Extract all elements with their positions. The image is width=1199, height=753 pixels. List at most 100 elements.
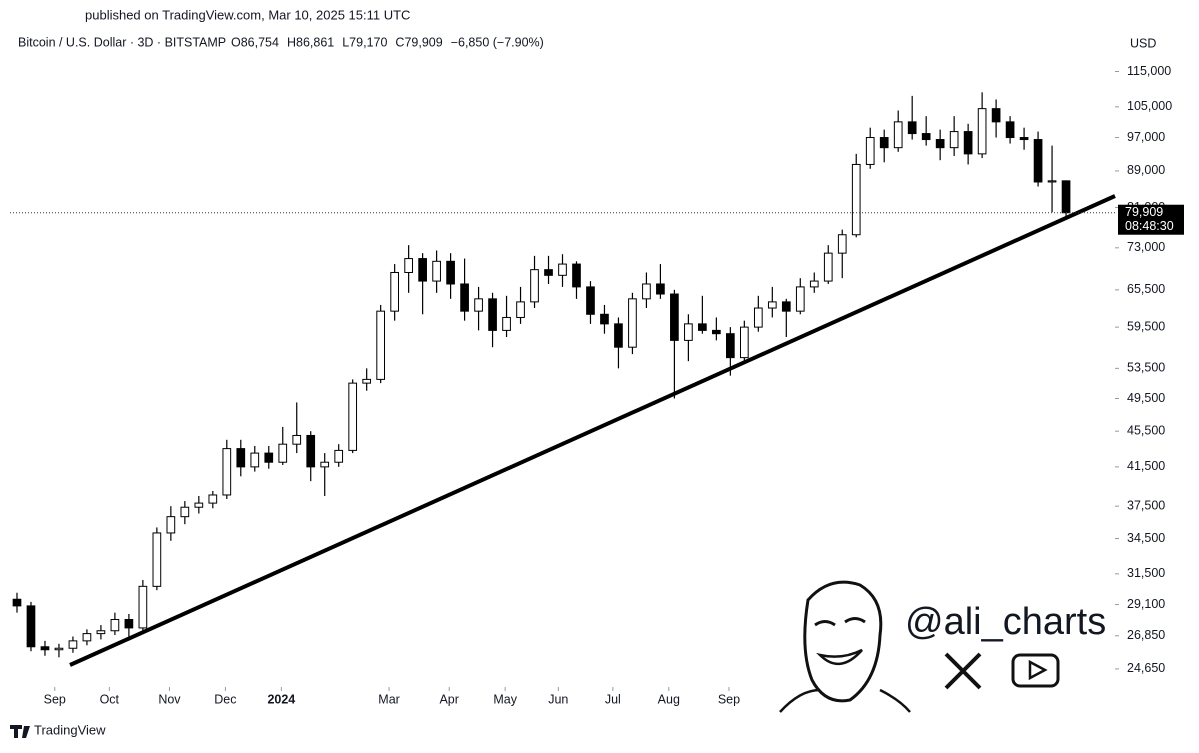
- candle-body: [152, 532, 162, 587]
- x-tick-label: Jun: [548, 692, 568, 706]
- candle-body: [376, 310, 386, 380]
- candle-body: [404, 258, 413, 273]
- x-tick-label: Sep: [44, 692, 66, 706]
- x-tick-label: May: [493, 692, 517, 706]
- watermark-art: @ali_charts: [770, 570, 1115, 713]
- candle-body: [865, 137, 875, 165]
- face: [803, 580, 883, 703]
- candle-body: [1047, 180, 1057, 183]
- ohlc-value: −6,850 (−7.90%): [451, 35, 544, 49]
- candle-body: [712, 329, 721, 335]
- y-tick-label: 29,100: [1127, 597, 1165, 611]
- footer-brand: TradingView: [34, 722, 106, 737]
- candle-body: [306, 434, 316, 468]
- eyes: [814, 617, 866, 627]
- candle-body: [516, 301, 525, 318]
- y-tick-label: 37,500: [1127, 498, 1165, 512]
- candle-body: [698, 323, 707, 331]
- youtube-icon: [1011, 653, 1060, 688]
- ohlc-value: H86,861: [287, 35, 334, 49]
- candle-body: [250, 452, 260, 468]
- candle-body: [949, 131, 959, 149]
- candle-body: [390, 271, 399, 312]
- published-note: published on TradingView.com, Mar 10, 20…: [85, 7, 410, 22]
- y-tick-label: 97,000: [1127, 130, 1165, 144]
- candle-body: [110, 619, 120, 632]
- candle-body: [26, 605, 36, 648]
- candle-body: [12, 598, 22, 607]
- y-tick-label: 41,500: [1127, 459, 1165, 473]
- y-tick-label: 45,500: [1127, 423, 1165, 437]
- y-tick-label: 59,500: [1127, 319, 1165, 333]
- candle-body: [418, 258, 427, 282]
- candle-body: [991, 108, 1001, 123]
- watermark-handle: @ali_charts: [905, 601, 1106, 643]
- candle-body: [68, 640, 78, 649]
- candle-body: [879, 137, 889, 149]
- ohlc-value: C79,909: [395, 35, 442, 49]
- y-tick-label: 31,500: [1127, 566, 1165, 580]
- candle-body: [488, 298, 497, 331]
- candle-body: [921, 133, 931, 141]
- candle-body: [600, 313, 609, 325]
- symbol-title: Bitcoin / U.S. Dollar · 3D · BITSTAMP: [18, 35, 226, 49]
- candle-body: [292, 434, 302, 445]
- candle-body: [54, 647, 64, 651]
- candle-body: [166, 516, 176, 534]
- x-tick-label: Sep: [718, 692, 740, 706]
- candle-body: [614, 323, 623, 348]
- y-tick-label: 73,000: [1127, 240, 1165, 254]
- candle-body: [530, 269, 539, 303]
- x-tick-label: Mar: [378, 692, 400, 706]
- candle-body: [767, 301, 777, 309]
- x-tick-label: Oct: [100, 692, 120, 706]
- axes: 115,000105,00097,00089,00081,00073,00065…: [44, 64, 1173, 706]
- candle-body: [544, 269, 553, 276]
- x-tick-label: Nov: [158, 692, 181, 706]
- ohlc-value: O86,754: [231, 35, 279, 49]
- candle-body: [628, 298, 637, 348]
- candle-body: [96, 630, 106, 635]
- candle-body: [460, 283, 469, 312]
- candle-body: [208, 494, 218, 504]
- candle-body: [82, 633, 92, 642]
- candle-body: [362, 378, 372, 384]
- candle-body: [656, 283, 665, 295]
- candle-body: [1061, 180, 1071, 214]
- y-tick-label: 105,000: [1127, 99, 1172, 113]
- trend-line: [69, 194, 1116, 667]
- last-price-label: 79,909: [1125, 205, 1163, 219]
- candle-body: [138, 585, 148, 629]
- candle-body: [753, 307, 763, 328]
- candle-body: [124, 619, 134, 629]
- candle-body: [1005, 121, 1015, 139]
- y-tick-label: 53,500: [1127, 361, 1165, 375]
- ohlc-legend: O86,754 H86,861 L79,170 C79,909 −6,850 (−7.9…: [231, 35, 544, 49]
- countdown: 08:48:30: [1125, 219, 1174, 233]
- candle-body: [642, 283, 651, 300]
- mouth: [816, 648, 863, 665]
- candle-body: [935, 139, 945, 149]
- candle-body: [1033, 139, 1043, 183]
- candle-body: [446, 260, 455, 285]
- y-tick-label: 34,500: [1127, 531, 1165, 545]
- candle-body: [278, 443, 288, 463]
- candle-body: [180, 506, 190, 518]
- candle-body: [348, 382, 358, 451]
- candle-body: [851, 163, 861, 236]
- candle-body: [809, 280, 819, 288]
- currency: USD: [1130, 36, 1156, 50]
- y-tick-label: 65,500: [1127, 282, 1165, 296]
- candle-body: [194, 502, 204, 508]
- candle-body: [684, 323, 693, 341]
- y-tick-label: 26,850: [1127, 628, 1165, 642]
- y-tick-label: 89,000: [1127, 163, 1165, 177]
- candle-body: [907, 121, 917, 135]
- candle-body: [222, 448, 232, 496]
- candle-body: [502, 316, 511, 331]
- x-tick-label: Dec: [214, 692, 236, 706]
- y-tick-label: 49,500: [1127, 391, 1165, 405]
- last-price-box: [1118, 204, 1184, 235]
- tv-logo: [10, 725, 30, 738]
